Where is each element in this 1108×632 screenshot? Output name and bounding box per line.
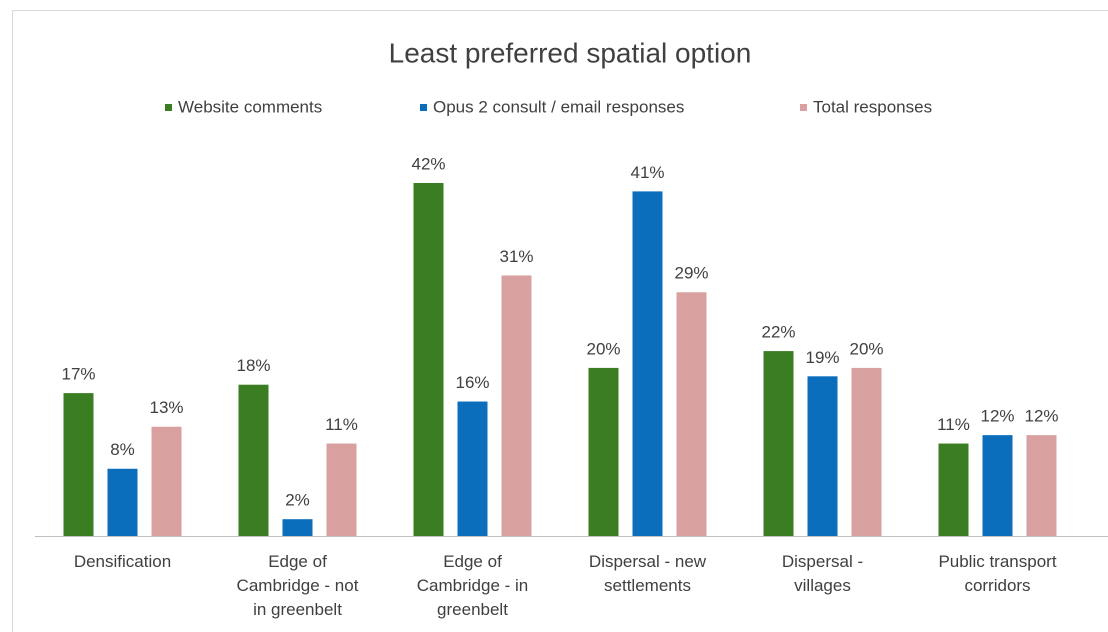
data-label: 13%: [149, 398, 183, 417]
x-tick-label: Dispersal - new settlements: [588, 552, 707, 595]
legend-swatch: [800, 104, 807, 111]
x-tick-label: Dispersal - villages: [781, 552, 864, 595]
data-label: 18%: [236, 356, 270, 375]
data-label: 17%: [61, 365, 95, 384]
legend-swatch: [420, 104, 427, 111]
data-label: 11%: [325, 415, 358, 434]
data-label: 2%: [285, 491, 310, 510]
bar: [763, 351, 794, 536]
data-label: 20%: [586, 339, 620, 358]
bar: [982, 435, 1013, 536]
data-label: 42%: [411, 154, 445, 173]
bar: [326, 443, 357, 536]
bar: [938, 443, 969, 536]
data-label: 11%: [937, 415, 970, 434]
bar: [588, 367, 619, 536]
chart-title: Least preferred spatial option: [389, 37, 752, 68]
x-tick-label: Edge of Cambridge - not in greenbelt: [236, 552, 359, 619]
bar: [501, 275, 532, 536]
data-label: 20%: [849, 339, 883, 358]
chart-border: [12, 10, 1108, 632]
bar: [851, 367, 882, 536]
data-label: 19%: [805, 348, 839, 367]
data-label: 12%: [980, 407, 1014, 426]
legend-label: Website comments: [178, 97, 322, 116]
bar: [1026, 435, 1057, 536]
legend-swatch: [165, 104, 172, 111]
bar: [807, 376, 838, 536]
data-label: 8%: [110, 440, 135, 459]
data-label: 22%: [761, 323, 795, 342]
data-label: 41%: [630, 163, 664, 182]
bar: [632, 191, 663, 536]
x-tick-label: Public transport corridors: [938, 552, 1057, 595]
legend-label: Opus 2 consult / email responses: [433, 97, 684, 116]
legend-label: Total responses: [813, 97, 932, 116]
bar: [63, 393, 94, 536]
x-tick-label: Edge of Cambridge - in greenbelt: [416, 552, 529, 619]
x-tick-label: Densification: [73, 552, 172, 571]
bar: [457, 401, 488, 536]
bar: [107, 468, 138, 536]
bar: [151, 426, 182, 536]
data-label: 29%: [674, 264, 708, 283]
data-label: 16%: [455, 373, 489, 392]
data-label: 31%: [499, 247, 533, 266]
bar: [238, 384, 269, 536]
bar: [676, 292, 707, 536]
bar: [282, 519, 313, 536]
bar: [413, 183, 444, 536]
data-label: 12%: [1024, 407, 1058, 426]
